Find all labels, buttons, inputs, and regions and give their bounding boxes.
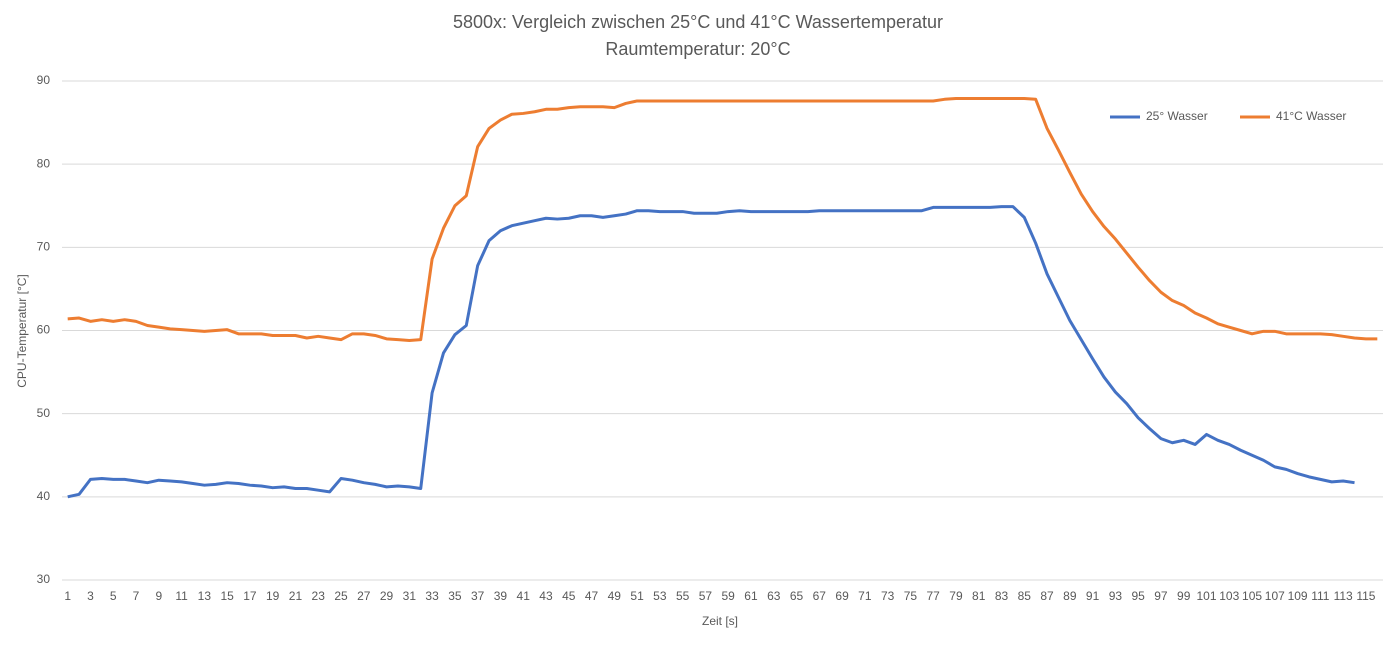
x-tick-label: 11 — [175, 589, 188, 603]
x-tick-label: 57 — [699, 589, 713, 603]
x-tick-label: 83 — [995, 589, 1009, 603]
x-tick-label: 65 — [790, 589, 804, 603]
x-tick-label: 61 — [744, 589, 758, 603]
x-tick-label: 73 — [881, 589, 895, 603]
x-tick-label: 63 — [767, 589, 781, 603]
x-tick-label: 27 — [357, 589, 371, 603]
x-tick-label: 77 — [926, 589, 940, 603]
x-tick-label: 31 — [403, 589, 417, 603]
x-tick-label: 113 — [1334, 589, 1353, 603]
x-tick-label: 111 — [1311, 589, 1330, 603]
x-tick-label: 89 — [1063, 589, 1077, 603]
x-tick-label: 41 — [517, 589, 531, 603]
x-tick-label: 101 — [1196, 589, 1216, 603]
x-tick-label: 13 — [198, 589, 212, 603]
x-tick-label: 85 — [1018, 589, 1032, 603]
x-tick-label: 3 — [87, 589, 94, 603]
x-axis-label: Zeit [s] — [702, 614, 738, 628]
x-tick-label: 1 — [64, 589, 71, 603]
chart-subtitle: Raumtemperatur: 20°C — [605, 39, 790, 59]
x-tick-label: 35 — [448, 589, 462, 603]
line-series — [67, 205, 1355, 499]
x-tick-label: 87 — [1040, 589, 1054, 603]
x-tick-label: 23 — [312, 589, 326, 603]
x-tick-label: 67 — [813, 589, 827, 603]
legend-label: 25° Wasser — [1146, 109, 1208, 123]
x-tick-label: 29 — [380, 589, 394, 603]
x-tick-label: 71 — [858, 589, 872, 603]
x-tick-label: 59 — [722, 589, 736, 603]
chart-title: 5800x: Vergleich zwischen 25°C und 41°C … — [453, 12, 943, 32]
x-tick-label: 43 — [539, 589, 553, 603]
x-tick-label: 97 — [1154, 589, 1168, 603]
line-series — [67, 96, 1378, 342]
x-tick-label: 93 — [1109, 589, 1123, 603]
y-tick-label: 90 — [37, 73, 51, 87]
x-tick-label: 55 — [676, 589, 690, 603]
x-tick-label: 53 — [653, 589, 667, 603]
x-tick-label: 103 — [1219, 589, 1239, 603]
x-tick-label: 19 — [266, 589, 280, 603]
x-tick-label: 39 — [494, 589, 508, 603]
x-tick-label: 21 — [289, 589, 303, 603]
x-tick-label: 15 — [220, 589, 234, 603]
y-tick-label: 80 — [37, 156, 51, 170]
y-tick-label: 60 — [37, 323, 51, 337]
x-tick-label: 49 — [608, 589, 622, 603]
x-tick-label: 9 — [155, 589, 162, 603]
x-tick-label: 109 — [1288, 589, 1308, 603]
y-tick-label: 30 — [37, 572, 51, 586]
x-tick-label: 7 — [133, 589, 140, 603]
y-tick-label: 50 — [37, 406, 51, 420]
x-tick-label: 81 — [972, 589, 986, 603]
x-tick-label: 5 — [110, 589, 117, 603]
x-tick-label: 99 — [1177, 589, 1191, 603]
x-tick-label: 105 — [1242, 589, 1262, 603]
x-tick-label: 115 — [1356, 589, 1375, 603]
x-tick-label: 75 — [904, 589, 918, 603]
y-tick-label: 40 — [37, 489, 51, 503]
x-tick-label: 17 — [243, 589, 257, 603]
x-tick-label: 45 — [562, 589, 576, 603]
x-tick-label: 79 — [949, 589, 963, 603]
x-tick-label: 33 — [425, 589, 439, 603]
x-tick-label: 51 — [630, 589, 644, 603]
x-tick-label: 95 — [1131, 589, 1145, 603]
y-tick-label: 70 — [37, 240, 51, 254]
x-tick-label: 47 — [585, 589, 599, 603]
legend-label: 41°C Wasser — [1276, 109, 1346, 123]
x-tick-label: 69 — [835, 589, 849, 603]
x-tick-label: 107 — [1265, 589, 1285, 603]
y-axis-label: CPU-Temperatur [°C] — [15, 274, 29, 388]
x-tick-label: 37 — [471, 589, 485, 603]
x-tick-label: 25 — [334, 589, 348, 603]
x-tick-label: 91 — [1086, 589, 1100, 603]
